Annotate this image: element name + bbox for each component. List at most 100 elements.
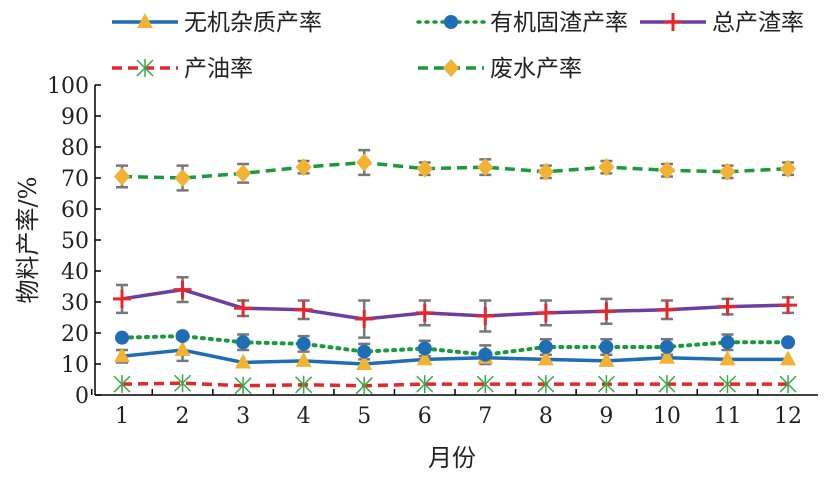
asterisk-marker: [136, 59, 154, 77]
x-tick-label: 3: [236, 404, 250, 429]
diamond-marker: [658, 161, 675, 180]
y-tick-label: 70: [61, 167, 89, 192]
asterisk-marker: [295, 375, 313, 394]
series: [113, 280, 798, 329]
legend-label: 无机杂质产率: [184, 10, 322, 36]
asterisk-marker: [174, 374, 192, 393]
triangle-marker: [598, 351, 615, 367]
triangle-marker: [114, 347, 130, 363]
x-tick-label: 10: [653, 404, 681, 429]
legend-item: 总产渣率: [640, 10, 804, 36]
circle-marker: [444, 15, 458, 29]
plus-marker: [294, 300, 313, 319]
series-line: [120, 334, 791, 357]
y-tick-label: 0: [75, 384, 89, 409]
plus-marker: [234, 299, 253, 318]
y-tick-label: 80: [61, 136, 89, 161]
x-tick-label: 1: [115, 404, 129, 429]
circle-marker: [115, 330, 129, 345]
y-tick-label: 100: [47, 74, 89, 99]
legend-item: 产油率: [112, 56, 253, 82]
asterisk-marker: [234, 376, 252, 395]
y-tick-label: 50: [61, 229, 89, 254]
x-tick-label: 12: [774, 404, 802, 429]
asterisk-marker: [537, 375, 555, 394]
asterisk-marker: [597, 375, 615, 394]
circle-marker: [599, 339, 614, 354]
plus-marker: [173, 280, 192, 299]
series-line: [121, 348, 789, 366]
plus-marker: [355, 310, 374, 329]
plus-marker: [718, 297, 737, 316]
diamond-marker: [443, 59, 459, 77]
circle-marker: [781, 335, 796, 350]
triangle-marker: [174, 341, 191, 357]
diamond-marker: [780, 159, 797, 178]
plus-marker: [476, 306, 495, 325]
circle-marker: [538, 339, 553, 354]
y-tick-label: 90: [61, 105, 89, 130]
diamond-marker: [598, 158, 615, 177]
asterisk-marker: [779, 375, 797, 394]
y-tick-label: 60: [61, 198, 89, 223]
series: [114, 153, 797, 187]
plus-marker: [664, 13, 682, 31]
plus-marker: [415, 303, 434, 322]
x-tick-label: 6: [418, 404, 432, 429]
plot-area: [113, 148, 798, 395]
circle-marker: [236, 335, 251, 350]
diamond-marker: [174, 169, 191, 187]
triangle-marker: [658, 348, 675, 364]
plus-marker: [657, 300, 676, 319]
legend-label: 废水产率: [490, 56, 582, 82]
triangle-marker: [537, 350, 554, 366]
circle-marker: [357, 344, 372, 359]
asterisk-marker: [355, 376, 373, 395]
y-axis-label: 物料产率/%: [14, 177, 42, 304]
series-line: [121, 381, 789, 388]
series-line: [121, 287, 789, 321]
triangle-marker: [137, 13, 153, 28]
triangle-marker: [295, 351, 312, 367]
series: [114, 341, 797, 370]
diamond-marker: [416, 159, 433, 178]
triangle-marker: [235, 353, 252, 369]
x-tick-label: 11: [714, 404, 742, 429]
triangle-marker: [416, 350, 433, 366]
x-tick-label: 9: [599, 404, 613, 429]
y-tick-label: 30: [61, 291, 89, 316]
x-tick-label: 2: [176, 404, 190, 429]
series: [115, 329, 796, 362]
legend-label: 有机固渣产率: [490, 10, 628, 36]
x-tick-label: 4: [297, 404, 311, 429]
diamond-marker: [537, 162, 554, 181]
x-tick-label: 8: [539, 404, 553, 429]
triangle-marker: [356, 355, 373, 370]
legend-item: 废水产率: [418, 56, 582, 82]
diamond-marker: [356, 153, 373, 172]
plus-marker: [536, 303, 555, 322]
diamond-marker: [235, 164, 252, 183]
y-tick-label: 20: [61, 322, 89, 347]
diamond-marker: [719, 162, 736, 181]
plus-marker: [597, 302, 616, 321]
plus-marker: [113, 289, 131, 308]
x-axis-label: 月份: [428, 444, 476, 472]
asterisk-marker: [658, 375, 676, 394]
diamond-marker: [295, 158, 312, 177]
x-tick-label: 7: [478, 404, 492, 429]
diamond-marker: [477, 158, 494, 177]
circle-marker: [417, 341, 432, 356]
diamond-marker: [114, 167, 130, 186]
circle-marker: [478, 347, 493, 362]
circle-marker: [720, 335, 735, 350]
asterisk-marker: [113, 375, 131, 394]
x-tick-label: 5: [357, 404, 371, 429]
series-line: [121, 160, 789, 180]
y-tick-label: 40: [61, 260, 89, 285]
circle-marker: [296, 336, 311, 351]
circle-marker: [659, 339, 674, 354]
